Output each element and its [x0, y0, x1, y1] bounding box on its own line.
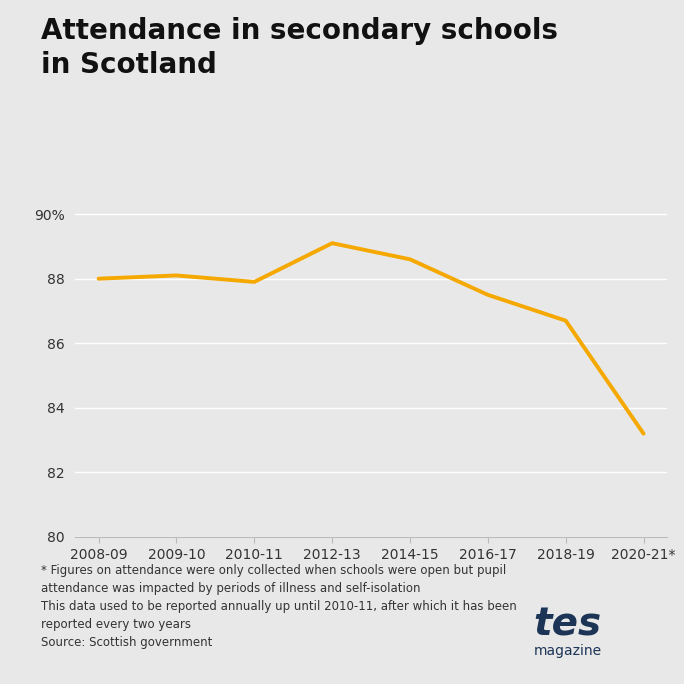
Text: tes: tes	[534, 605, 602, 644]
Text: magazine: magazine	[534, 644, 602, 658]
Text: * Figures on attendance were only collected when schools were open but pupil
att: * Figures on attendance were only collec…	[41, 564, 517, 649]
Text: Attendance in secondary schools: Attendance in secondary schools	[41, 17, 558, 45]
Text: in Scotland: in Scotland	[41, 51, 217, 79]
